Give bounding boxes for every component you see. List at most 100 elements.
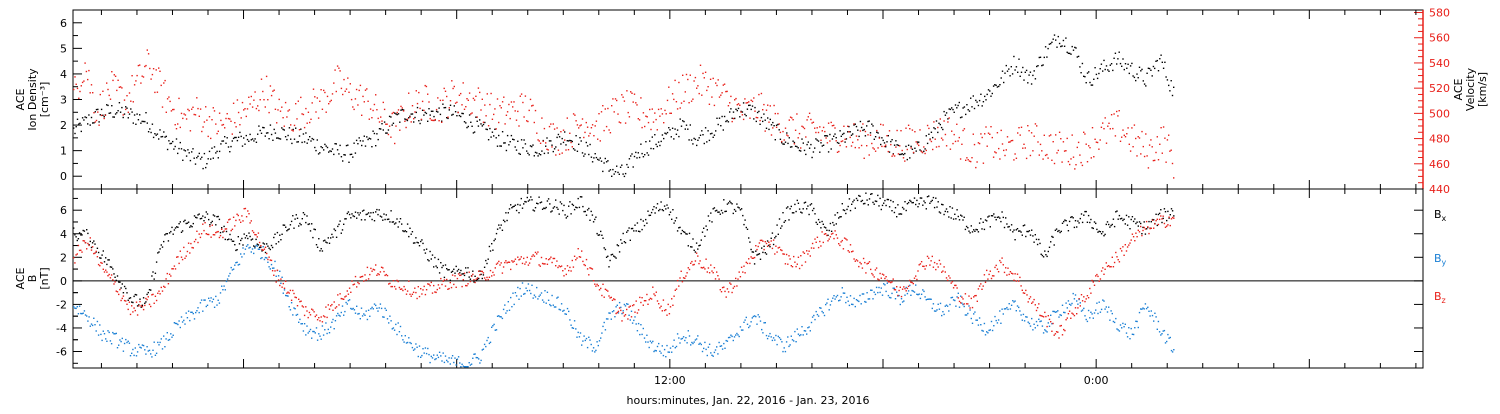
data-point — [1006, 70, 1009, 72]
data-point — [78, 305, 81, 307]
data-point — [1124, 323, 1126, 325]
data-point — [525, 201, 527, 203]
data-point — [575, 259, 577, 261]
data-point — [207, 158, 209, 160]
data-point — [663, 122, 665, 124]
data-point — [382, 267, 384, 269]
data-point — [251, 106, 254, 108]
data-point — [1123, 218, 1125, 220]
data-point — [827, 122, 830, 124]
data-point — [1118, 214, 1121, 217]
y-axis-title: [nT] — [38, 267, 51, 289]
data-point — [891, 281, 893, 283]
data-point — [482, 121, 485, 123]
data-point — [421, 100, 424, 103]
data-point — [756, 323, 758, 325]
data-point — [269, 268, 271, 270]
data-point — [720, 209, 723, 212]
data-point — [923, 200, 925, 202]
data-point — [1022, 225, 1025, 227]
data-point — [507, 301, 509, 303]
data-point — [531, 145, 533, 148]
data-point — [954, 284, 956, 287]
data-point — [475, 278, 477, 280]
data-point — [673, 98, 675, 101]
data-point — [1055, 39, 1057, 41]
data-point — [718, 211, 720, 213]
data-point — [397, 109, 400, 111]
data-point — [1073, 298, 1076, 300]
data-point — [303, 126, 306, 129]
data-point — [328, 103, 330, 105]
data-point — [1140, 153, 1142, 155]
data-point — [924, 268, 926, 270]
data-point — [331, 321, 333, 323]
data-point — [245, 134, 247, 137]
data-point — [532, 104, 534, 107]
data-point — [519, 258, 521, 260]
data-point — [1051, 323, 1053, 325]
data-point — [982, 330, 984, 332]
data-point — [915, 275, 917, 277]
y-right-tick-label: 520 — [1429, 82, 1450, 95]
data-point — [103, 271, 106, 273]
data-point — [839, 244, 841, 247]
data-point — [591, 124, 594, 126]
data-point — [628, 306, 630, 308]
data-point — [572, 204, 575, 207]
data-point — [1019, 134, 1021, 136]
data-point — [1028, 298, 1031, 300]
data-point — [1153, 219, 1155, 221]
data-point — [819, 221, 821, 223]
data-point — [510, 134, 513, 137]
data-point — [314, 332, 316, 334]
data-point — [91, 324, 94, 327]
data-point — [862, 129, 864, 132]
data-point — [970, 97, 972, 99]
data-point — [517, 203, 519, 206]
data-point — [1125, 214, 1128, 217]
data-point — [1121, 136, 1123, 138]
data-point — [217, 130, 219, 132]
data-point — [458, 94, 461, 96]
data-point — [102, 90, 104, 92]
data-point — [804, 201, 807, 203]
data-point — [431, 357, 434, 359]
data-point — [1142, 307, 1144, 309]
data-point — [105, 338, 107, 340]
data-point — [888, 206, 891, 208]
data-point — [528, 289, 531, 292]
data-point — [558, 153, 561, 155]
data-point — [203, 229, 205, 232]
data-point — [684, 231, 686, 234]
data-point — [558, 265, 560, 267]
data-point — [1066, 307, 1068, 309]
data-point — [969, 232, 971, 234]
data-point — [796, 199, 798, 202]
data-point — [302, 133, 305, 135]
data-point — [310, 118, 312, 120]
data-point — [1037, 141, 1039, 143]
data-point — [331, 93, 334, 95]
data-point — [193, 157, 195, 159]
data-point — [957, 297, 959, 299]
data-point — [1072, 313, 1074, 315]
y-tick-label: -6 — [56, 346, 67, 359]
data-point — [681, 337, 684, 340]
data-point — [821, 220, 823, 223]
data-point — [756, 111, 759, 114]
data-point — [721, 348, 724, 350]
data-point — [200, 299, 203, 301]
data-point — [391, 112, 393, 115]
data-point — [802, 334, 804, 336]
data-point — [200, 217, 203, 220]
data-point — [810, 247, 813, 249]
data-point — [852, 141, 854, 144]
data-point — [1166, 219, 1168, 222]
data-point — [107, 104, 109, 107]
data-point — [576, 150, 579, 152]
data-point — [174, 268, 177, 270]
data-point — [990, 320, 993, 323]
data-point — [282, 128, 284, 131]
data-point — [1015, 280, 1017, 282]
